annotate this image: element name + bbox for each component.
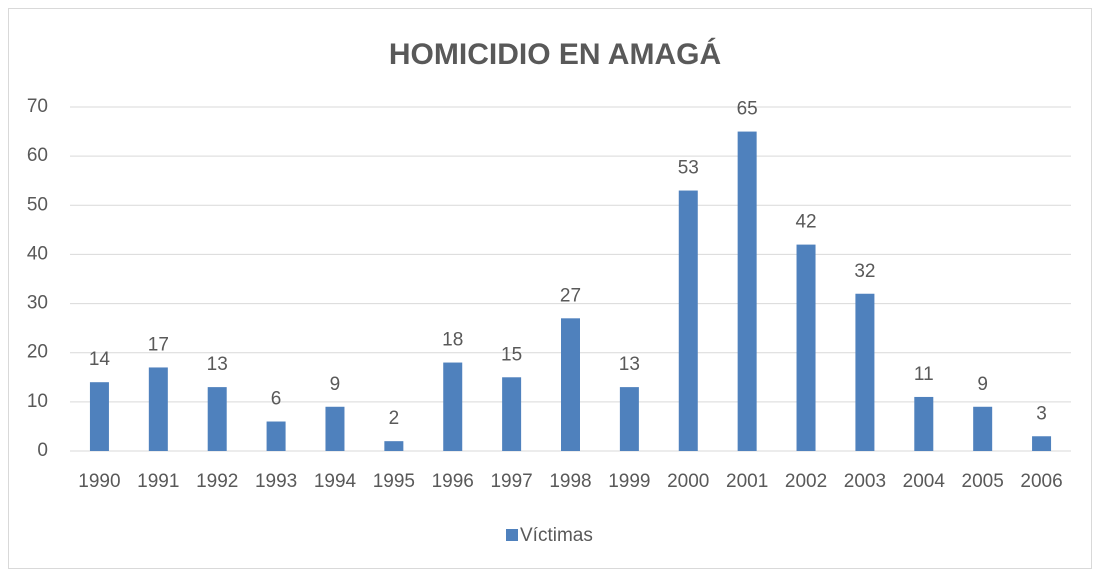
bar — [266, 421, 286, 451]
bar — [443, 362, 463, 451]
y-tick-label: 10 — [27, 391, 48, 412]
data-label: 2 — [389, 408, 400, 429]
x-tick-label: 1993 — [255, 471, 297, 492]
x-tick-label: 1997 — [490, 471, 532, 492]
data-label: 13 — [207, 354, 228, 375]
x-tick-label: 2002 — [785, 471, 827, 492]
legend-swatch — [506, 529, 518, 541]
data-label: 11 — [914, 364, 934, 385]
data-label: 6 — [271, 389, 282, 410]
data-label: 17 — [148, 334, 169, 355]
bar — [502, 377, 522, 451]
x-tick-label: 1990 — [78, 471, 120, 492]
y-tick-label: 0 — [37, 440, 48, 461]
data-label: 32 — [854, 261, 875, 282]
x-tick-label: 1995 — [373, 471, 415, 492]
data-label: 53 — [678, 158, 699, 179]
data-label: 42 — [795, 212, 816, 233]
data-label: 15 — [501, 344, 522, 365]
y-tick-label: 20 — [27, 342, 48, 363]
bar — [855, 293, 875, 451]
bar — [737, 131, 757, 452]
bar — [384, 441, 404, 451]
x-tick-label: 2003 — [844, 471, 886, 492]
bar — [207, 387, 227, 451]
x-tick-label: 1992 — [196, 471, 238, 492]
data-label: 9 — [977, 374, 988, 395]
bar — [89, 382, 109, 451]
bar — [619, 387, 639, 451]
legend-label: Víctimas — [520, 525, 593, 546]
x-tick-label: 1996 — [432, 471, 474, 492]
data-label: 9 — [330, 374, 341, 395]
x-tick-label: 1991 — [137, 471, 179, 492]
y-tick-label: 50 — [27, 194, 48, 215]
bar — [973, 406, 993, 451]
x-tick-label: 2001 — [726, 471, 768, 492]
bar — [678, 190, 698, 452]
x-tick-label: 2000 — [667, 471, 709, 492]
bar — [914, 396, 934, 451]
y-tick-label: 60 — [27, 145, 48, 166]
x-tick-label: 2004 — [903, 471, 946, 492]
data-label: 14 — [89, 349, 111, 370]
x-tick-label: 2006 — [1020, 471, 1062, 492]
data-label: 27 — [560, 285, 581, 306]
y-tick-label: 30 — [27, 293, 48, 314]
bar — [1032, 436, 1052, 451]
bar — [148, 367, 168, 451]
bar — [561, 318, 580, 451]
data-label: 3 — [1036, 403, 1047, 424]
bar — [796, 244, 816, 451]
x-tick-label: 1999 — [608, 471, 650, 492]
chart-border — [8, 8, 1092, 569]
data-label: 65 — [737, 99, 758, 120]
x-tick-label: 1994 — [314, 471, 357, 492]
x-tick-label: 1998 — [549, 471, 591, 492]
x-tick-label: 2005 — [962, 471, 1004, 492]
data-label: 18 — [442, 330, 463, 351]
y-tick-label: 40 — [27, 243, 48, 264]
bar — [325, 406, 345, 451]
y-tick-label: 70 — [27, 96, 48, 117]
data-label: 13 — [619, 354, 640, 375]
chart-title: HOMICIDIO EN AMAGÁ — [389, 37, 721, 71]
